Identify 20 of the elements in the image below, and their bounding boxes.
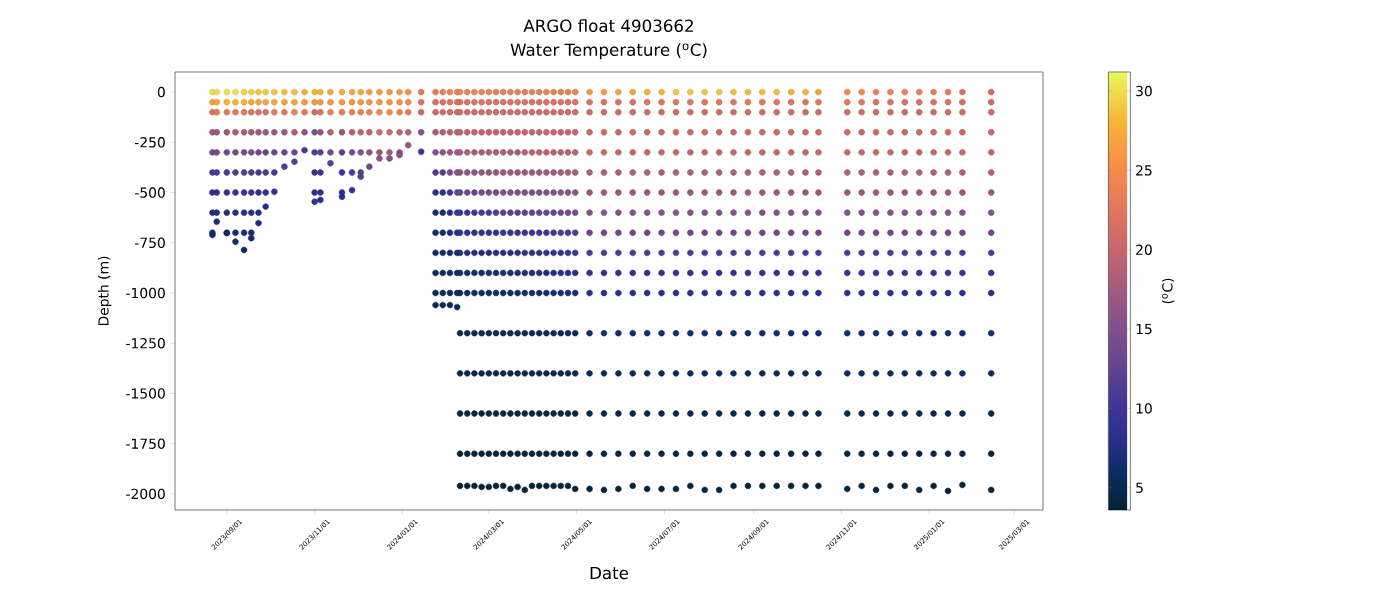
color-bar-label: 30 xyxy=(1136,85,1152,97)
color-bar-label: 25 xyxy=(1136,165,1152,176)
chart-title: ARGO float 4903662 xyxy=(523,19,693,33)
y-tick-label: -750 xyxy=(134,237,165,249)
y-tick-label: -500 xyxy=(134,187,165,198)
y-tick-label: -1500 xyxy=(126,388,165,399)
color-bar-label: 15 xyxy=(1136,323,1152,335)
y-tick-label: 0 xyxy=(157,86,165,98)
color-bar-label: 20 xyxy=(1136,244,1152,255)
y-tick-label: -1250 xyxy=(126,337,165,349)
y-tick-label: -2000 xyxy=(126,488,165,500)
color-bar-label: 5 xyxy=(1136,482,1143,493)
y-axis-title: Depth (m) xyxy=(97,256,112,326)
chart-subtitle: Water Temperature ($^{o}$C) xyxy=(510,43,707,60)
y-tick-label: -1750 xyxy=(126,438,165,449)
y-tick-label: -1000 xyxy=(126,287,165,299)
y-tick-label: -250 xyxy=(134,137,165,148)
color-bar-label: 10 xyxy=(1136,403,1152,414)
x-axis-title: Date xyxy=(590,566,629,580)
color-bar-title: ($^{o}$C) xyxy=(1161,278,1175,304)
